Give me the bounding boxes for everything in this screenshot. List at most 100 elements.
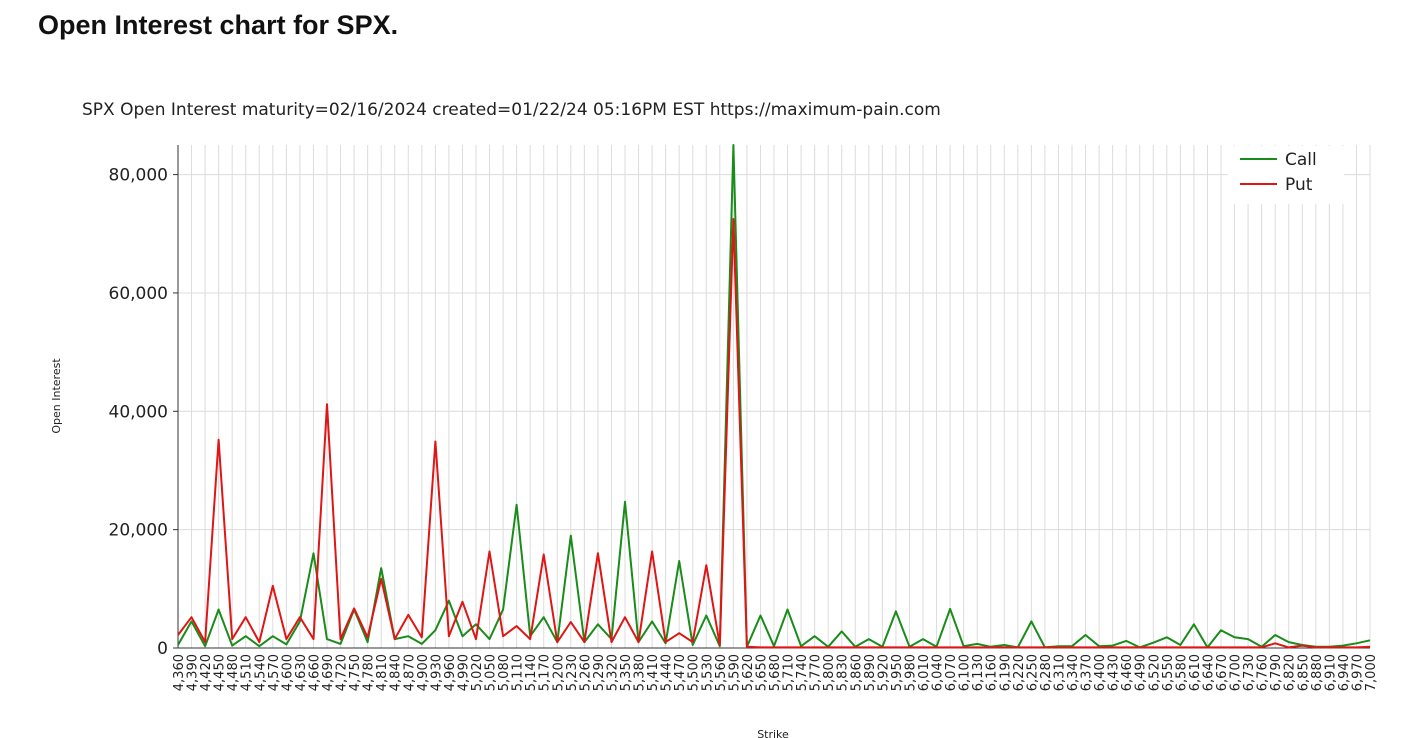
- series-line-put: [177, 218, 1371, 649]
- x-tick-label: 4,750: [348, 654, 363, 691]
- x-tick-label: 5,350: [619, 654, 634, 691]
- x-tick-label: 4,540: [253, 654, 268, 691]
- legend-put-label: Put: [1285, 175, 1313, 195]
- x-tick-label: 5,380: [633, 654, 648, 691]
- axes: 0 20,000 40,000 60,000 80,000 4,3604,3904,420…: [109, 145, 1379, 691]
- x-tick-label: 6,670: [1215, 654, 1230, 691]
- x-tick-label: 5,650: [754, 654, 769, 691]
- x-tick-label: 6,880: [1310, 654, 1325, 691]
- series-line-call: [177, 144, 1371, 649]
- grid: [177, 145, 1371, 649]
- x-tick-label: 6,730: [1242, 654, 1257, 691]
- page-heading: Open Interest chart for SPX.: [38, 10, 399, 40]
- x-tick-label: 6,130: [971, 654, 986, 691]
- x-tick-label: 4,990: [456, 654, 471, 691]
- x-tick-label: 6,970: [1350, 654, 1365, 691]
- x-tick-label: 6,790: [1269, 654, 1284, 691]
- x-tick-label: 6,580: [1174, 654, 1189, 691]
- x-tick-label: 4,570: [267, 654, 282, 691]
- series-lines: [177, 144, 1371, 649]
- x-tick-label: 5,890: [863, 654, 878, 691]
- x-tick-label: 6,910: [1323, 654, 1338, 691]
- y-tick-label: 0: [157, 639, 168, 659]
- x-tick-label: 6,250: [1025, 654, 1040, 691]
- x-axis-title: Strike: [757, 728, 789, 738]
- x-tick-label: 6,430: [1107, 654, 1122, 691]
- y-tick-label: 80,000: [109, 166, 168, 186]
- x-tick-label: 5,470: [673, 654, 688, 691]
- x-tick-label: 6,040: [931, 654, 946, 691]
- x-tick-label: 5,050: [484, 654, 499, 691]
- x-tick-label: 5,020: [470, 654, 485, 691]
- x-tick-label: 5,980: [903, 654, 918, 691]
- y-tick-label: 40,000: [109, 402, 168, 422]
- x-tick-label: 7,000: [1364, 654, 1379, 691]
- x-tick-label: 6,190: [998, 654, 1013, 691]
- x-tick-label: 6,280: [1039, 654, 1054, 691]
- y-tick-label: 60,000: [109, 284, 168, 304]
- x-tick-label: 6,400: [1093, 654, 1108, 691]
- x-tick-label: 4,360: [172, 654, 187, 691]
- x-tick-label: 5,830: [836, 654, 851, 691]
- x-tick-label: 6,220: [1012, 654, 1027, 691]
- x-tick-label: 6,460: [1120, 654, 1135, 691]
- x-tick-label: 5,860: [849, 654, 864, 691]
- x-tick-label: 4,450: [213, 654, 228, 691]
- x-tick-label: 5,500: [687, 654, 702, 691]
- x-tick-label: 5,740: [795, 654, 810, 691]
- x-tick-label: 6,760: [1256, 654, 1271, 691]
- x-tick-label: 5,710: [782, 654, 797, 691]
- x-tick-label: 6,940: [1337, 654, 1352, 691]
- x-tick-label: 4,390: [186, 654, 201, 691]
- y-axis-title: Open Interest: [50, 358, 63, 434]
- x-tick-label: 5,440: [660, 654, 675, 691]
- x-tick-label: 6,610: [1188, 654, 1203, 691]
- x-tick-label: 5,080: [497, 654, 512, 691]
- x-tick-label: 4,930: [429, 654, 444, 691]
- legend: Call Put: [1228, 146, 1344, 204]
- chart-title: SPX Open Interest maturity=02/16/2024 cr…: [82, 100, 941, 120]
- x-tick-label: 6,550: [1161, 654, 1176, 691]
- x-tick-label: 5,110: [511, 654, 526, 691]
- x-tick-label: 5,140: [524, 654, 539, 691]
- x-tick-label: 5,320: [605, 654, 620, 691]
- x-tick-label: 6,070: [944, 654, 959, 691]
- x-tick-label: 4,510: [240, 654, 255, 691]
- x-tick-label: 5,200: [551, 654, 566, 691]
- x-tick-label: 5,620: [741, 654, 756, 691]
- x-tick-label: 5,680: [768, 654, 783, 691]
- legend-call-label: Call: [1285, 150, 1317, 170]
- x-tick-label: 6,490: [1134, 654, 1149, 691]
- x-tick-label: 5,590: [727, 654, 742, 691]
- y-tick-label: 20,000: [109, 521, 168, 541]
- x-tick-label: 5,920: [876, 654, 891, 691]
- x-tick-label: 6,640: [1201, 654, 1216, 691]
- x-tick-label: 5,560: [714, 654, 729, 691]
- x-tick-label: 6,370: [1080, 654, 1095, 691]
- x-tick-label: 4,420: [199, 654, 214, 691]
- x-tick-label: 4,690: [321, 654, 336, 691]
- x-tick-label: 6,700: [1229, 654, 1244, 691]
- x-tick-label: 6,520: [1147, 654, 1162, 691]
- x-tick-label: 4,960: [443, 654, 458, 691]
- x-tick-label: 5,410: [646, 654, 661, 691]
- x-tick-label: 4,600: [280, 654, 295, 691]
- x-tick-label: 4,780: [362, 654, 377, 691]
- x-tick-label: 4,630: [294, 654, 309, 691]
- x-tick-label: 4,480: [226, 654, 241, 691]
- x-tick-label: 4,840: [389, 654, 404, 691]
- x-tick-label: 6,010: [917, 654, 932, 691]
- x-tick-label: 5,530: [700, 654, 715, 691]
- x-tick-label: 5,800: [822, 654, 837, 691]
- x-tick-label: 4,720: [335, 654, 350, 691]
- x-tick-label: 5,290: [592, 654, 607, 691]
- x-tick-label: 5,170: [538, 654, 553, 691]
- x-tick-label: 5,260: [578, 654, 593, 691]
- x-tick-label: 4,660: [307, 654, 322, 691]
- x-tick-label: 6,820: [1283, 654, 1298, 691]
- x-tick-label: 4,810: [375, 654, 390, 691]
- x-tick-label: 6,310: [1052, 654, 1067, 691]
- x-tick-label: 6,850: [1296, 654, 1311, 691]
- x-tick-label: 4,870: [402, 654, 417, 691]
